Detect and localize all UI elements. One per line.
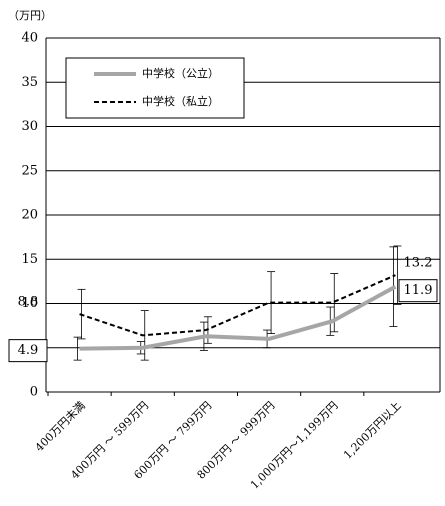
y-tick-label: 10 <box>21 296 38 311</box>
y-tick-label: 35 <box>21 75 38 90</box>
y-tick-label: 15 <box>21 252 38 267</box>
legend-box <box>65 57 245 119</box>
label-box <box>398 279 438 303</box>
error-bar <box>393 245 402 305</box>
y-tick-label: 30 <box>21 119 38 134</box>
legend-label: 中学校（公立） <box>142 66 219 80</box>
series-line <box>79 274 396 337</box>
label-box <box>8 339 48 363</box>
y-tick-label: 20 <box>21 208 38 223</box>
data-label: 13.2 <box>404 256 433 271</box>
series-line <box>79 284 397 351</box>
data-label: 8.8 <box>18 295 39 310</box>
data-label: 4.9 <box>18 343 39 358</box>
data-label: 11.9 <box>404 283 433 298</box>
y-tick-label: 0 <box>30 385 38 400</box>
error-bar <box>73 336 82 361</box>
x-tick-label: 400万円未満 <box>33 399 88 454</box>
legend-label: 中学校（私立） <box>142 94 219 108</box>
x-tick-label: 1,200万円以上 <box>341 399 404 462</box>
y-tick-label: 25 <box>21 163 38 178</box>
y-unit: （万円） <box>8 9 52 22</box>
y-tick-label: 40 <box>21 31 38 46</box>
